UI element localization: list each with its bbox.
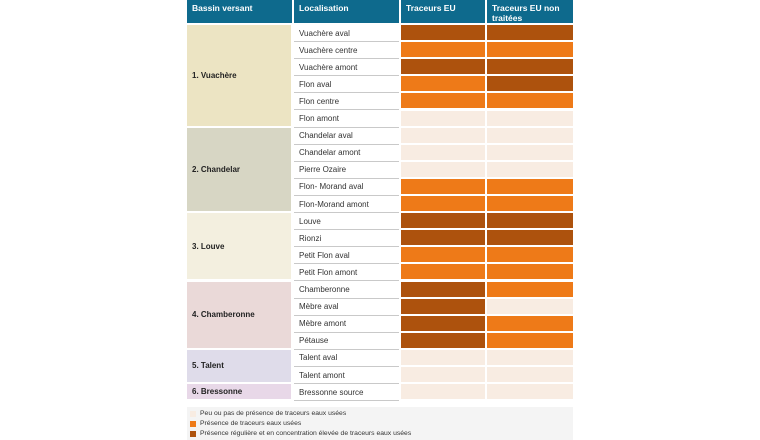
tracer-eu-untreated-cell: [487, 178, 573, 196]
header-tracers-eu-untreated: Traceurs EU non traitées: [487, 0, 573, 23]
tracer-eu-cell: [401, 42, 485, 60]
tracer-eu-cell: [401, 384, 485, 402]
tracer-eu-untreated-cell: [487, 332, 573, 350]
tracer-eu-untreated-cell: [487, 264, 573, 282]
tracer-eu-cell: [401, 76, 485, 94]
tracer-eu-untreated-cell: [487, 298, 573, 316]
header-location: Localisation: [294, 0, 399, 23]
tracer-eu-cell: [401, 110, 485, 128]
tracer-eu-untreated-cell: [487, 196, 573, 214]
legend-label: Présence de traceurs eaux usées: [200, 420, 302, 427]
tracer-eu-untreated-cell: [487, 281, 573, 299]
tracer-eu-untreated-cell: [487, 42, 573, 60]
legend-item-high: Présence régulière et en concentration é…: [190, 429, 411, 438]
tracer-eu-untreated-cell: [487, 76, 573, 94]
tracer-eu-cell: [401, 213, 485, 231]
tracer-eu-cell: [401, 25, 485, 43]
location-cell: Chandelar amont: [294, 144, 399, 162]
tracer-eu-cell: [401, 264, 485, 282]
location-cell: Vuachère centre: [294, 42, 399, 60]
legend-label: Peu ou pas de présence de traceurs eaux …: [200, 410, 347, 417]
location-cell: Talent aval: [294, 349, 399, 367]
tracer-eu-untreated-cell: [487, 367, 573, 385]
basin-cell: 4. Chamberonne: [187, 281, 291, 350]
header-basin: Bassin versant: [187, 0, 292, 23]
location-cell: Mèbre aval: [294, 298, 399, 316]
location-cell: Talent amont: [294, 367, 399, 385]
tracer-eu-cell: [401, 315, 485, 333]
tracer-eu-untreated-cell: [487, 127, 573, 145]
location-cell: Mèbre amont: [294, 315, 399, 333]
tracer-eu-untreated-cell: [487, 349, 573, 367]
tracer-eu-untreated-cell: [487, 315, 573, 333]
location-cell: Flon amont: [294, 110, 399, 128]
basin-cell: 1. Vuachère: [187, 25, 291, 128]
location-cell: Flon aval: [294, 76, 399, 94]
legend-item-none: Peu ou pas de présence de traceurs eaux …: [190, 409, 346, 418]
tracer-eu-cell: [401, 196, 485, 214]
tracer-eu-cell: [401, 349, 485, 367]
location-cell: Chandelar aval: [294, 127, 399, 145]
location-cell: Pétause: [294, 332, 399, 350]
location-cell: Petit Flon amont: [294, 264, 399, 282]
tracer-eu-untreated-cell: [487, 213, 573, 231]
tracer-eu-cell: [401, 59, 485, 77]
location-cell: Pierre Ozaire: [294, 161, 399, 179]
tracer-eu-cell: [401, 281, 485, 299]
tracer-eu-cell: [401, 298, 485, 316]
tracer-eu-untreated-cell: [487, 247, 573, 265]
location-cell: Rionzi: [294, 230, 399, 248]
tracer-eu-untreated-cell: [487, 384, 573, 402]
location-cell: Flon- Morand aval: [294, 178, 399, 196]
location-cell: Chamberonne: [294, 281, 399, 299]
tracer-eu-cell: [401, 178, 485, 196]
legend-swatch-high: [190, 430, 196, 437]
tracer-eu-cell: [401, 367, 485, 385]
tracer-eu-untreated-cell: [487, 110, 573, 128]
location-cell: Flon centre: [294, 93, 399, 111]
location-cell: Vuachère amont: [294, 59, 399, 77]
legend-swatch-presence: [190, 420, 196, 427]
legend-label: Présence régulière et en concentration é…: [200, 430, 412, 437]
tracer-eu-untreated-cell: [487, 25, 573, 43]
basin-cell: 6. Bressonne: [187, 384, 291, 402]
location-cell: Petit Flon aval: [294, 247, 399, 265]
basin-cell: 2. Chandelar: [187, 127, 291, 214]
tracer-eu-untreated-cell: [487, 230, 573, 248]
basin-cell: 5. Talent: [187, 349, 291, 385]
tracer-eu-untreated-cell: [487, 161, 573, 179]
basin-cell: 3. Louve: [187, 213, 291, 282]
location-cell: Louve: [294, 213, 399, 231]
legend-swatch-none: [190, 410, 196, 417]
tracer-eu-cell: [401, 127, 485, 145]
location-cell: Vuachère aval: [294, 25, 399, 43]
tracer-eu-untreated-cell: [487, 59, 573, 77]
tracer-eu-cell: [401, 332, 485, 350]
tracer-eu-cell: [401, 247, 485, 265]
legend-item-presence: Présence de traceurs eaux usées: [190, 419, 301, 428]
header-tracers-eu: Traceurs EU: [401, 0, 485, 23]
tracer-eu-cell: [401, 93, 485, 111]
tracer-eu-cell: [401, 161, 485, 179]
location-cell: Bressonne source: [294, 384, 399, 402]
tracer-eu-untreated-cell: [487, 93, 573, 111]
tracer-eu-untreated-cell: [487, 144, 573, 162]
tracer-eu-cell: [401, 144, 485, 162]
location-cell: Flon-Morand amont: [294, 196, 399, 214]
legend: Peu ou pas de présence de traceurs eaux …: [187, 407, 573, 440]
tracer-eu-cell: [401, 230, 485, 248]
